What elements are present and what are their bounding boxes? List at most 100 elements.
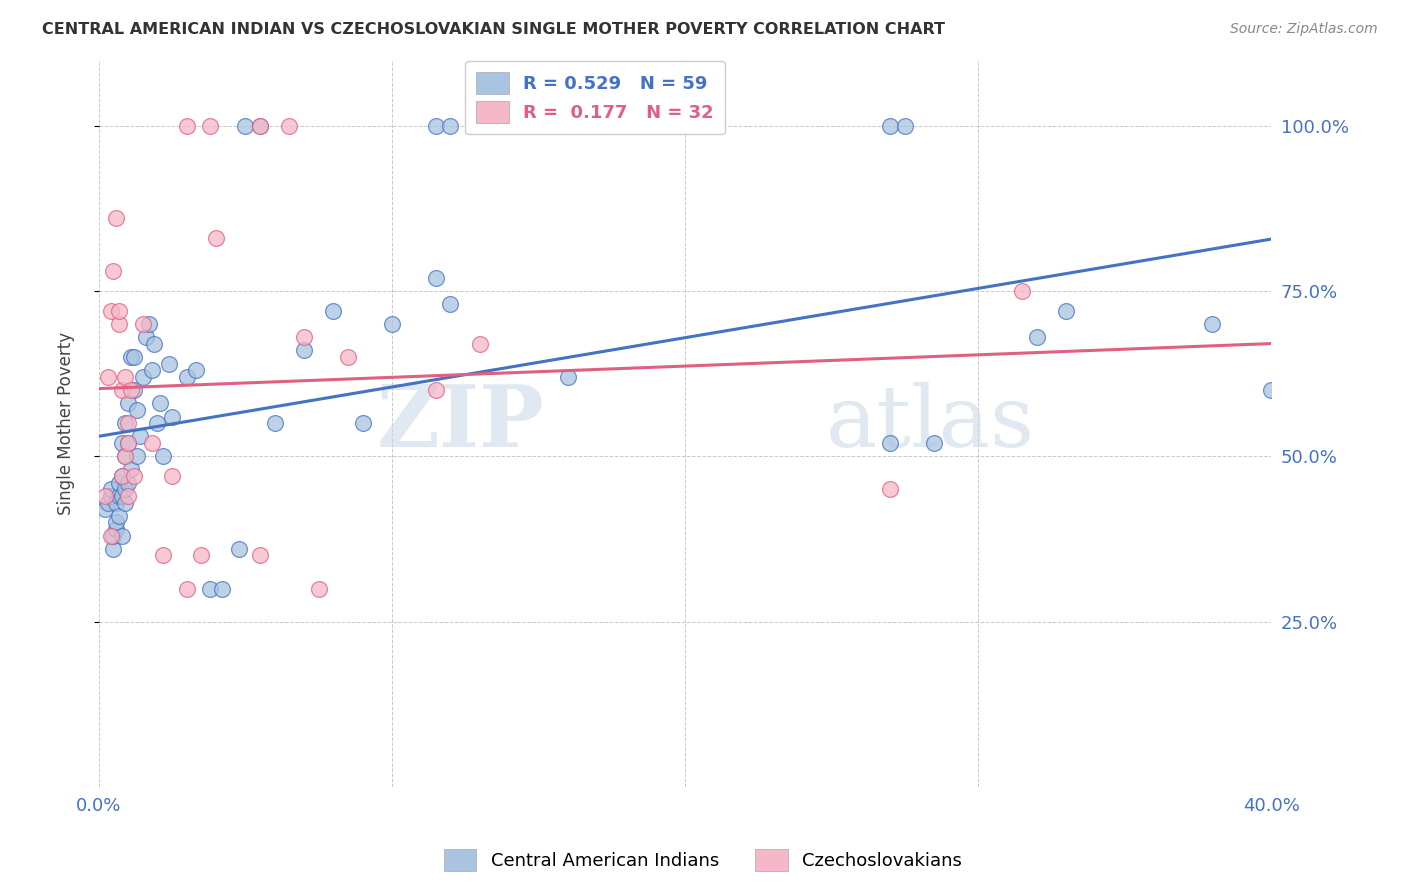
- Text: ZIP: ZIP: [377, 381, 544, 466]
- Point: [211, 582, 233, 596]
- Point: [93, 489, 115, 503]
- Point: [205, 231, 228, 245]
- Point: [108, 475, 131, 490]
- Point: [122, 350, 145, 364]
- Point: [278, 119, 301, 133]
- Point: [879, 436, 901, 450]
- Text: atlas: atlas: [825, 382, 1035, 465]
- Point: [198, 119, 221, 133]
- Point: [103, 528, 125, 542]
- Point: [879, 483, 901, 497]
- Point: [114, 370, 136, 384]
- Point: [111, 528, 134, 542]
- Text: CENTRAL AMERICAN INDIAN VS CZECHOSLOVAKIAN SINGLE MOTHER POVERTY CORRELATION CHA: CENTRAL AMERICAN INDIAN VS CZECHOSLOVAKI…: [42, 22, 945, 37]
- Point: [176, 582, 198, 596]
- Point: [1201, 317, 1223, 331]
- Point: [425, 119, 447, 133]
- Point: [120, 462, 142, 476]
- Point: [263, 416, 285, 430]
- Point: [149, 396, 172, 410]
- Point: [114, 495, 136, 509]
- Point: [176, 370, 198, 384]
- Point: [160, 469, 183, 483]
- Point: [249, 119, 271, 133]
- Point: [138, 317, 160, 331]
- Point: [114, 416, 136, 430]
- Point: [100, 303, 122, 318]
- Point: [336, 350, 359, 364]
- Point: [128, 429, 150, 443]
- Point: [122, 469, 145, 483]
- Point: [108, 317, 131, 331]
- Legend: Central American Indians, Czechoslovakians: Central American Indians, Czechoslovakia…: [437, 842, 969, 879]
- Point: [468, 337, 491, 351]
- Point: [105, 211, 128, 226]
- Point: [292, 343, 315, 358]
- Point: [108, 303, 131, 318]
- Point: [152, 450, 174, 464]
- Point: [143, 337, 166, 351]
- Point: [111, 469, 134, 483]
- Point: [114, 483, 136, 497]
- Point: [111, 383, 134, 397]
- Point: [198, 582, 221, 596]
- Point: [922, 436, 945, 450]
- Point: [146, 416, 169, 430]
- Point: [97, 495, 120, 509]
- Point: [249, 549, 271, 563]
- Point: [190, 549, 212, 563]
- Text: Source: ZipAtlas.com: Source: ZipAtlas.com: [1230, 22, 1378, 37]
- Y-axis label: Single Mother Poverty: Single Mother Poverty: [58, 332, 75, 515]
- Point: [1011, 284, 1033, 298]
- Point: [141, 363, 163, 377]
- Point: [105, 495, 128, 509]
- Point: [125, 403, 148, 417]
- Point: [135, 330, 157, 344]
- Point: [120, 350, 142, 364]
- Point: [103, 264, 125, 278]
- Point: [381, 317, 404, 331]
- Point: [105, 516, 128, 530]
- Point: [117, 436, 139, 450]
- Point: [117, 475, 139, 490]
- Point: [879, 119, 901, 133]
- Point: [108, 489, 131, 503]
- Point: [117, 396, 139, 410]
- Point: [1054, 303, 1077, 318]
- Point: [439, 119, 461, 133]
- Point: [160, 409, 183, 424]
- Point: [141, 436, 163, 450]
- Point: [425, 270, 447, 285]
- Legend: R = 0.529   N = 59, R =  0.177   N = 32: R = 0.529 N = 59, R = 0.177 N = 32: [465, 62, 724, 135]
- Point: [249, 119, 271, 133]
- Point: [425, 383, 447, 397]
- Point: [100, 483, 122, 497]
- Point: [111, 489, 134, 503]
- Point: [1260, 383, 1282, 397]
- Point: [125, 450, 148, 464]
- Point: [308, 582, 330, 596]
- Point: [352, 416, 374, 430]
- Point: [152, 549, 174, 563]
- Point: [117, 416, 139, 430]
- Point: [117, 436, 139, 450]
- Point: [557, 370, 579, 384]
- Point: [233, 119, 256, 133]
- Point: [100, 528, 122, 542]
- Point: [114, 450, 136, 464]
- Point: [322, 303, 344, 318]
- Point: [292, 330, 315, 344]
- Point: [114, 450, 136, 464]
- Point: [132, 370, 155, 384]
- Point: [108, 508, 131, 523]
- Point: [97, 370, 120, 384]
- Point: [1025, 330, 1047, 344]
- Point: [103, 541, 125, 556]
- Point: [122, 383, 145, 397]
- Point: [439, 297, 461, 311]
- Point: [120, 383, 142, 397]
- Point: [228, 541, 250, 556]
- Point: [157, 357, 180, 371]
- Point: [93, 502, 115, 516]
- Point: [132, 317, 155, 331]
